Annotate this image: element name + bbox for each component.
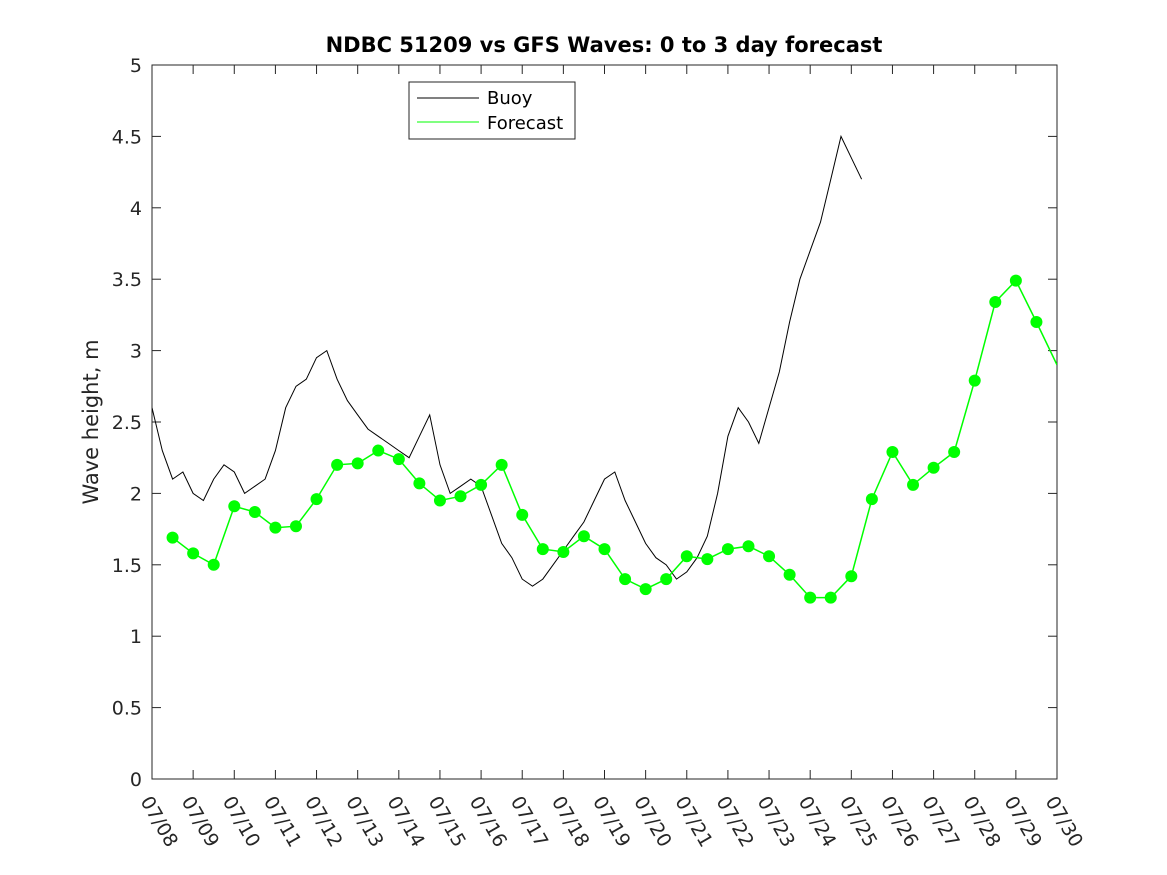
forecast-point [1030, 316, 1043, 329]
forecast-point [989, 296, 1002, 309]
series-forecast-line [172, 279, 1057, 599]
forecast-point [742, 540, 755, 553]
axes-box [151, 64, 1058, 780]
forecast-point [598, 543, 611, 556]
forecast-point [968, 374, 981, 387]
forecast-point [701, 553, 714, 566]
series-layer [152, 134, 1057, 604]
forecast-point [619, 573, 632, 586]
legend-label-forecast: Forecast [487, 113, 563, 134]
forecast-point [475, 478, 488, 491]
plot-area [151, 64, 1058, 780]
forecast-point [331, 458, 344, 471]
legend: Buoy Forecast [408, 81, 576, 140]
forecast-point [433, 494, 446, 507]
y-tick-label: 4.5 [112, 126, 142, 148]
y-axis: 0 0.5 1 1.5 2 2.5 3 3.5 4 4.5 5 [112, 55, 1057, 791]
forecast-point [516, 508, 529, 521]
forecast-point [907, 478, 920, 491]
forecast-point [763, 550, 776, 563]
forecast-point [413, 477, 426, 490]
forecast-point [948, 445, 961, 458]
forecast-point [372, 444, 385, 457]
forecast-point [824, 591, 837, 604]
forecast-point [577, 530, 590, 543]
forecast-point [289, 520, 302, 533]
forecast-point [187, 547, 200, 560]
forecast-point [166, 531, 179, 544]
y-axis-label: Wave height, m [79, 339, 103, 504]
y-tick-label: 5 [130, 55, 142, 77]
forecast-point [721, 543, 734, 556]
y-tick-label: 1 [130, 626, 142, 648]
forecast-point [495, 458, 508, 471]
legend-label-buoy: Buoy [487, 88, 533, 109]
forecast-point [639, 583, 652, 596]
forecast-point [886, 445, 899, 458]
forecast-point [927, 461, 940, 474]
forecast-point [1009, 274, 1022, 287]
forecast-point [454, 490, 467, 503]
forecast-point [845, 570, 858, 583]
forecast-point [392, 453, 405, 466]
y-tick-label: 0 [130, 769, 142, 791]
forecast-point [310, 493, 323, 506]
forecast-point [351, 457, 364, 470]
forecast-point [228, 500, 241, 513]
chart-title: NDBC 51209 vs GFS Waves: 0 to 3 day fore… [326, 33, 883, 57]
forecast-point [804, 591, 817, 604]
y-tick-label: 1.5 [112, 555, 142, 577]
forecast-point [207, 558, 220, 571]
forecast-point [536, 543, 549, 556]
legend-box [408, 81, 576, 140]
forecast-point [660, 573, 673, 586]
y-tick-label: 0.5 [112, 698, 142, 720]
forecast-point [783, 568, 796, 581]
forecast-point [557, 545, 570, 558]
series-buoy-line [152, 134, 863, 587]
forecast-point [248, 505, 261, 518]
forecast-point [680, 550, 693, 563]
y-tick-label: 2 [130, 483, 142, 505]
y-tick-label: 2.5 [112, 412, 142, 434]
y-tick-label: 3 [130, 341, 142, 363]
y-tick-label: 3.5 [112, 269, 142, 291]
y-tick-label: 4 [130, 198, 142, 220]
forecast-point [865, 493, 878, 506]
forecast-point [269, 521, 282, 534]
